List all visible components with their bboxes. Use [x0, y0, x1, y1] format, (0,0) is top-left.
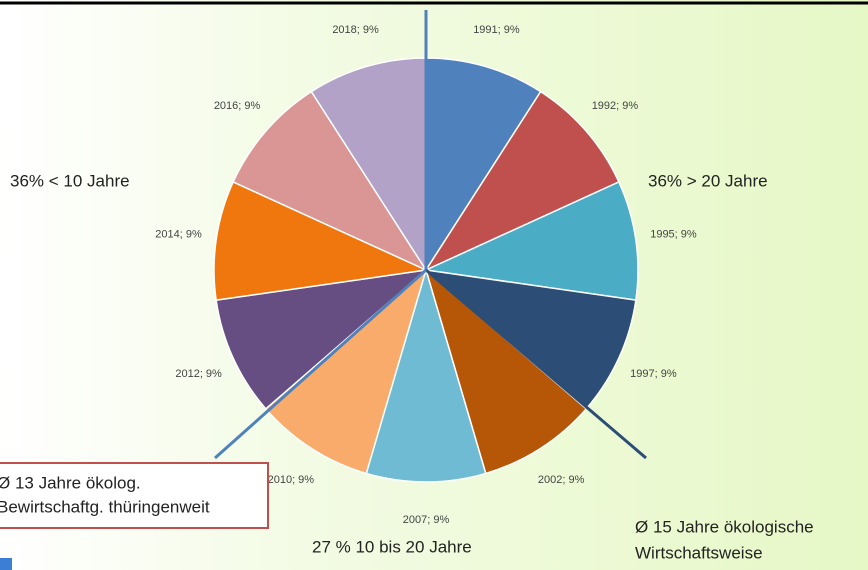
slice — [232, 90, 429, 272]
data-label: 2007; 9% — [403, 514, 450, 526]
slice — [425, 57, 542, 273]
data-label: 1991; 9% — [473, 24, 520, 36]
data-label: 2014; 9% — [155, 228, 202, 240]
slice — [423, 268, 637, 410]
annotation: 36% < 10 Jahre — [10, 171, 130, 190]
slice — [215, 268, 429, 410]
slice — [213, 180, 429, 302]
data-label: 2002; 9% — [538, 474, 585, 486]
data-label: 2010; 9% — [268, 474, 315, 486]
slice — [423, 180, 639, 302]
data-label: 1997; 9% — [630, 368, 677, 380]
annotation-box — [0, 462, 269, 529]
annotation: 36% > 20 Jahre — [648, 171, 768, 190]
annotation: Ø 13 Jahre ökolog. — [0, 473, 141, 492]
data-label: 2018; 9% — [332, 24, 379, 36]
data-label: 2012; 9% — [175, 368, 222, 380]
divider — [214, 268, 427, 460]
data-label: 2016; 9% — [214, 100, 261, 112]
divider — [425, 268, 647, 460]
data-label: 1995; 9% — [650, 228, 697, 240]
slice — [365, 267, 487, 483]
pie — [213, 57, 639, 483]
annotation: Bewirtschaftg. thüringenweit — [0, 497, 210, 516]
slice — [424, 267, 588, 475]
data-label: 1992; 9% — [592, 100, 639, 112]
slice — [423, 90, 620, 272]
labels: 1991; 9% 1992; 9% 1995; 9% 1997; 9% 2002; 9%… — [155, 24, 697, 526]
annotation: Wirtschaftsweise — [635, 543, 763, 562]
slice — [310, 57, 427, 273]
annotation: 27 % 10 bis 20 Jahre — [312, 537, 472, 556]
corner-icon — [0, 558, 12, 570]
annotation: Ø 15 Jahre ökologische — [635, 517, 814, 536]
